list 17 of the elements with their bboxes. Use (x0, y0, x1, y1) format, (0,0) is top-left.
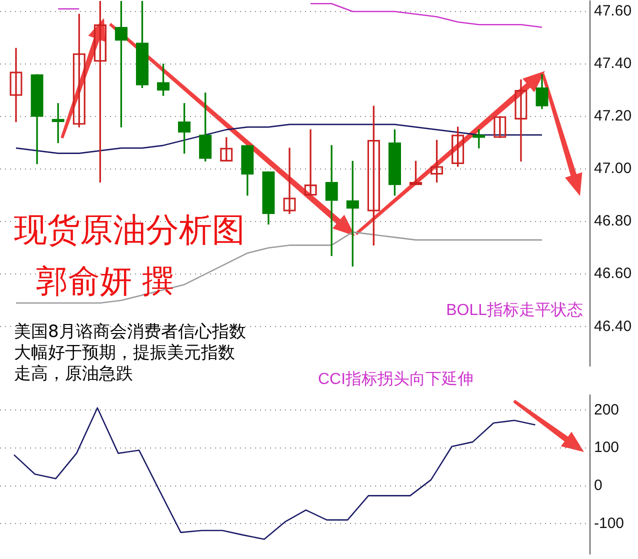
text: 郭俞妍 撰 (36, 261, 174, 302)
annotation: BOLL指标走平状态 (446, 300, 583, 321)
candlestick (494, 116, 506, 138)
y-tick-label: 46.80 (594, 212, 632, 230)
y-tick-label: 100 (594, 439, 620, 456)
y-tick-label: 47.00 (594, 160, 632, 178)
y-tick-label: -100 (594, 514, 624, 532)
text: 现货原油分析图 (14, 209, 245, 251)
annotation: 美国8月谘商会消费者信心指数大幅好于预期，提振美元指数走高，原油急跌 (14, 322, 247, 385)
text: CCI指标拐头向下延伸 (318, 370, 474, 390)
y-tick-label: 47.20 (594, 108, 632, 125)
y-tick-label: 47.60 (594, 2, 632, 20)
y-tick-label: 46.40 (594, 318, 632, 335)
y-tick-label: 200 (594, 401, 620, 418)
y-tick-label: 46.60 (594, 265, 632, 282)
y-tick-label: 0 (594, 477, 602, 494)
y-tick-label: 47.40 (594, 55, 632, 72)
